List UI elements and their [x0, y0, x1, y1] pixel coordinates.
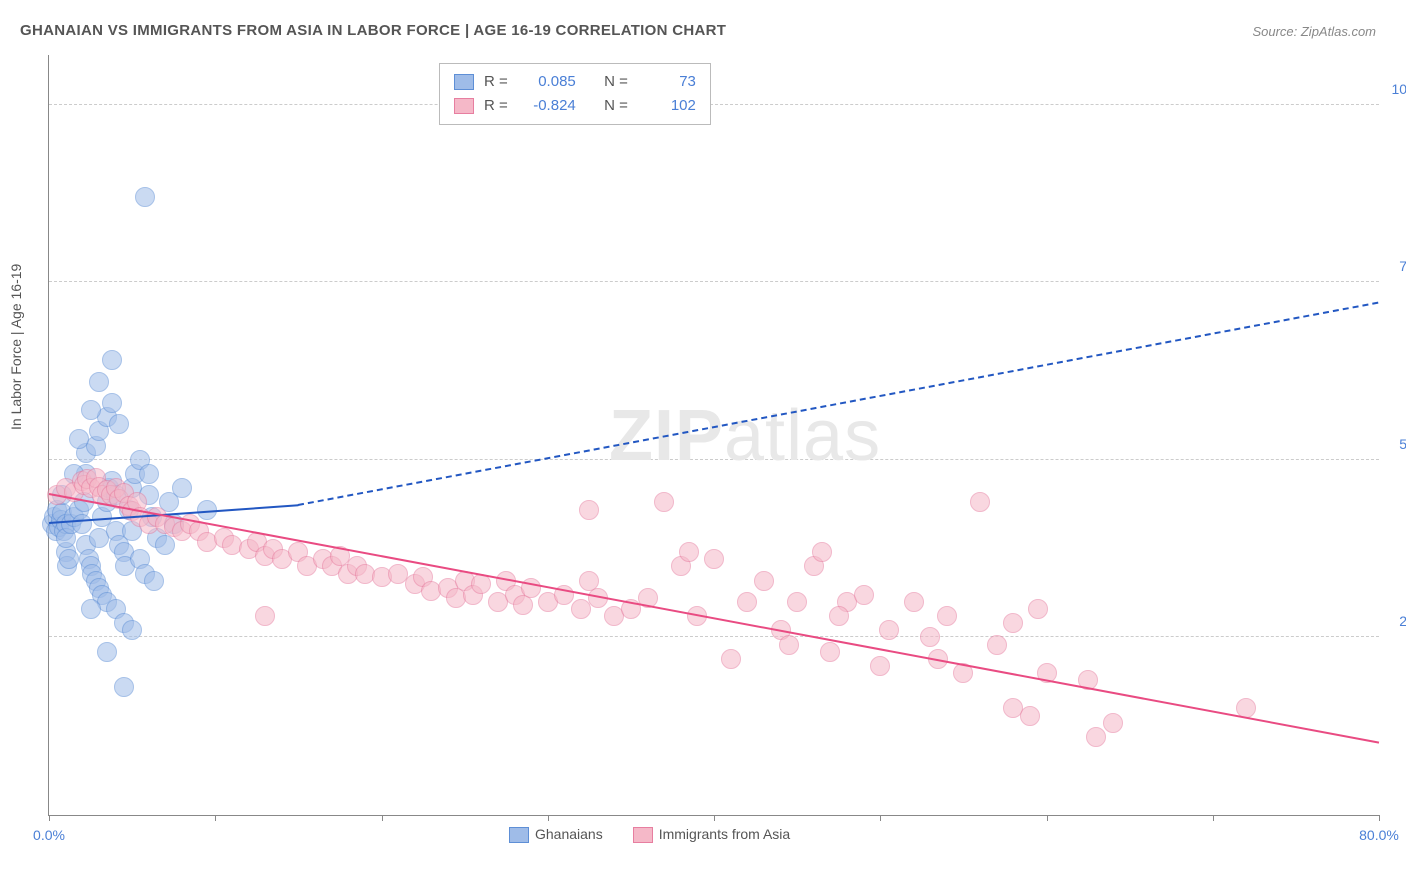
swatch-icon	[454, 98, 474, 114]
data-point	[114, 677, 134, 697]
x-tick	[1213, 815, 1214, 821]
swatch-icon	[454, 74, 474, 90]
swatch-icon	[509, 827, 529, 843]
data-point	[1028, 599, 1048, 619]
data-point	[155, 535, 175, 555]
data-point	[654, 492, 674, 512]
y-tick-label: 100.0%	[1384, 81, 1406, 97]
data-point	[135, 187, 155, 207]
data-point	[854, 585, 874, 605]
data-point	[109, 414, 129, 434]
source-attribution: Source: ZipAtlas.com	[1252, 24, 1376, 39]
x-tick-label: 80.0%	[1359, 827, 1399, 843]
x-tick	[382, 815, 383, 821]
y-tick-label: 50.0%	[1384, 436, 1406, 452]
gridline	[49, 281, 1379, 282]
data-point	[1103, 713, 1123, 733]
data-point	[102, 350, 122, 370]
data-point	[172, 478, 192, 498]
data-point	[139, 464, 159, 484]
stats-row: R =0.085 N =73	[454, 70, 696, 94]
data-point	[987, 635, 1007, 655]
data-point	[89, 372, 109, 392]
data-point	[81, 400, 101, 420]
data-point	[122, 620, 142, 640]
swatch-icon	[633, 827, 653, 843]
data-point	[72, 514, 92, 534]
y-axis-label: In Labor Force | Age 16-19	[8, 264, 24, 430]
x-tick	[49, 815, 50, 821]
data-point	[69, 429, 89, 449]
data-point	[704, 549, 724, 569]
trend-line	[49, 493, 1379, 744]
data-point	[513, 595, 533, 615]
legend-item: Immigrants from Asia	[633, 826, 790, 843]
data-point	[255, 606, 275, 626]
data-point	[1020, 706, 1040, 726]
stats-legend: R =0.085 N =73R =-0.824 N =102	[439, 63, 711, 125]
data-point	[879, 620, 899, 640]
trend-line	[298, 302, 1379, 506]
data-point	[1086, 727, 1106, 747]
data-point	[721, 649, 741, 669]
data-point	[904, 592, 924, 612]
x-tick	[215, 815, 216, 821]
gridline	[49, 104, 1379, 105]
legend-item: Ghanaians	[509, 826, 603, 843]
y-tick-label: 75.0%	[1384, 258, 1406, 274]
data-point	[97, 642, 117, 662]
data-point	[1003, 613, 1023, 633]
data-point	[787, 592, 807, 612]
data-point	[59, 549, 79, 569]
data-point	[829, 606, 849, 626]
x-tick	[714, 815, 715, 821]
data-point	[920, 627, 940, 647]
data-point	[102, 393, 122, 413]
x-tick	[1047, 815, 1048, 821]
data-point	[521, 578, 541, 598]
watermark: ZIPatlas	[609, 395, 881, 477]
gridline	[49, 636, 1379, 637]
stats-row: R =-0.824 N =102	[454, 94, 696, 118]
data-point	[970, 492, 990, 512]
data-point	[937, 606, 957, 626]
bottom-legend: Ghanaians Immigrants from Asia	[509, 826, 790, 843]
data-point	[579, 500, 599, 520]
data-point	[679, 542, 699, 562]
data-point	[812, 542, 832, 562]
data-point	[820, 642, 840, 662]
data-point	[870, 656, 890, 676]
data-point	[144, 571, 164, 591]
y-tick-label: 25.0%	[1384, 613, 1406, 629]
data-point	[737, 592, 757, 612]
x-tick	[1379, 815, 1380, 821]
x-tick	[880, 815, 881, 821]
data-point	[81, 599, 101, 619]
gridline	[49, 459, 1379, 460]
data-point	[754, 571, 774, 591]
chart-title: GHANAIAN VS IMMIGRANTS FROM ASIA IN LABO…	[20, 22, 726, 39]
x-tick-label: 0.0%	[33, 827, 65, 843]
x-tick	[548, 815, 549, 821]
data-point	[779, 635, 799, 655]
plot-area: ZIPatlas R =0.085 N =73R =-0.824 N =102 …	[48, 55, 1379, 816]
